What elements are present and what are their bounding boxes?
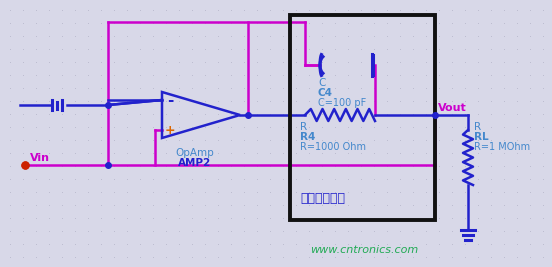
Text: AMP2: AMP2 xyxy=(178,158,211,168)
Text: R=1000 Ohm: R=1000 Ohm xyxy=(300,142,366,152)
Text: C: C xyxy=(318,78,325,88)
Bar xyxy=(290,15,435,220)
Text: +: + xyxy=(164,124,176,136)
Text: OpAmp: OpAmp xyxy=(176,148,214,158)
Text: 脉冲增强电路: 脉冲增强电路 xyxy=(300,192,345,205)
Text: C4: C4 xyxy=(318,88,333,98)
Text: -: - xyxy=(167,92,173,108)
Text: R4: R4 xyxy=(300,132,315,142)
Text: Vin: Vin xyxy=(30,153,50,163)
Text: Vout: Vout xyxy=(438,103,467,113)
Text: R=1 MOhm: R=1 MOhm xyxy=(474,142,530,152)
Text: C=100 pF: C=100 pF xyxy=(318,98,366,108)
Text: RL: RL xyxy=(474,132,489,142)
Text: R: R xyxy=(300,122,307,132)
Text: www.cntronics.com: www.cntronics.com xyxy=(310,245,418,255)
Text: R: R xyxy=(474,122,481,132)
